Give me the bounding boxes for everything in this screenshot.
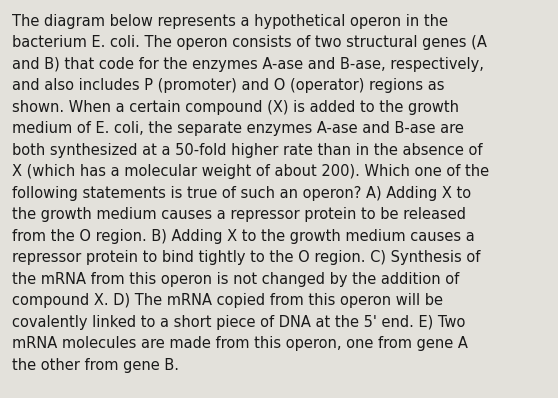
Text: and also includes P (promoter) and O (operator) regions as: and also includes P (promoter) and O (op… — [12, 78, 445, 94]
Text: and B) that code for the enzymes A-ase and B-ase, respectively,: and B) that code for the enzymes A-ase a… — [12, 57, 484, 72]
Text: The diagram below represents a hypothetical operon in the: The diagram below represents a hypotheti… — [12, 14, 448, 29]
Text: shown. When a certain compound (X) is added to the growth: shown. When a certain compound (X) is ad… — [12, 100, 459, 115]
Text: covalently linked to a short piece of DNA at the 5' end. E) Two: covalently linked to a short piece of DN… — [12, 315, 465, 330]
Text: the growth medium causes a repressor protein to be released: the growth medium causes a repressor pro… — [12, 207, 466, 222]
Text: bacterium E. coli. The operon consists of two structural genes (A: bacterium E. coli. The operon consists o… — [12, 35, 487, 51]
Text: X (which has a molecular weight of about 200). Which one of the: X (which has a molecular weight of about… — [12, 164, 489, 179]
Text: medium of E. coli, the separate enzymes A-ase and B-ase are: medium of E. coli, the separate enzymes … — [12, 121, 464, 137]
Text: the mRNA from this operon is not changed by the addition of: the mRNA from this operon is not changed… — [12, 272, 460, 287]
Text: repressor protein to bind tightly to the O region. C) Synthesis of: repressor protein to bind tightly to the… — [12, 250, 480, 265]
Text: both synthesized at a 50-fold higher rate than in the absence of: both synthesized at a 50-fold higher rat… — [12, 143, 483, 158]
Text: the other from gene B.: the other from gene B. — [12, 358, 179, 373]
Text: from the O region. B) Adding X to the growth medium causes a: from the O region. B) Adding X to the gr… — [12, 229, 475, 244]
Text: compound X. D) The mRNA copied from this operon will be: compound X. D) The mRNA copied from this… — [12, 293, 443, 308]
Text: following statements is true of such an operon? A) Adding X to: following statements is true of such an … — [12, 186, 472, 201]
Text: mRNA molecules are made from this operon, one from gene A: mRNA molecules are made from this operon… — [12, 336, 468, 351]
